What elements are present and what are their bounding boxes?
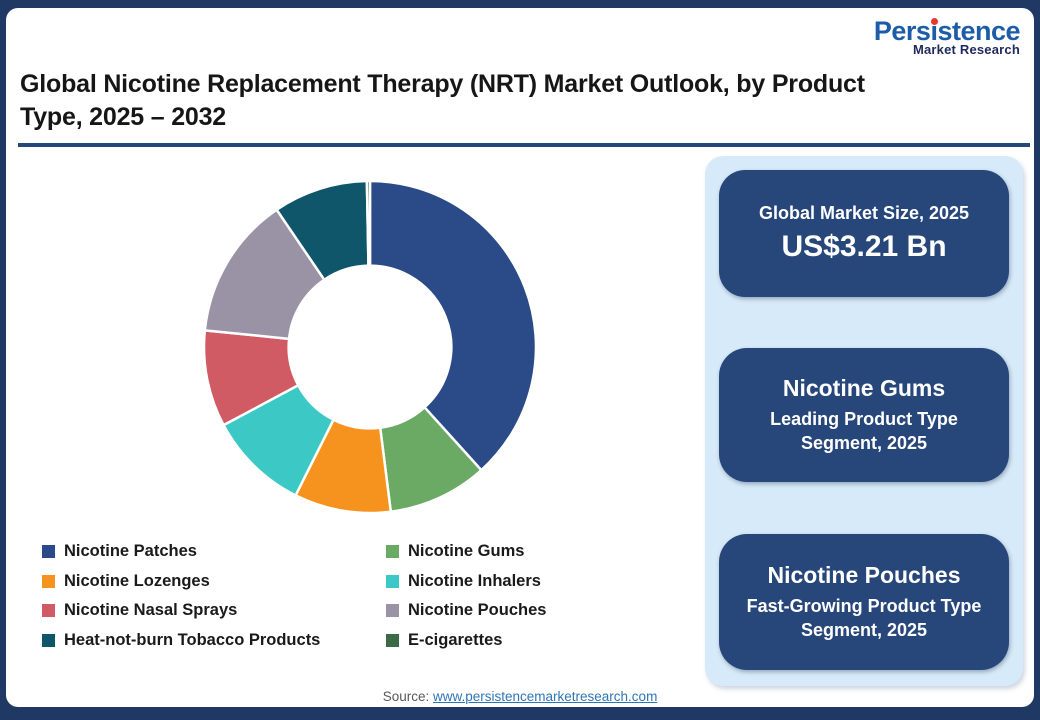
leading-segment-card-subtitle: Leading Product Type Segment, 2025 — [770, 408, 958, 453]
page-title-line2: Type, 2025 – 2032 — [20, 103, 227, 131]
legend-label: Nicotine Pouches — [408, 601, 547, 620]
chart-legend: Nicotine Patches Nicotine Lozenges Nicotin… — [42, 537, 686, 655]
legend-label: Nicotine Lozenges — [64, 571, 210, 590]
legend-swatch-icon — [386, 604, 399, 618]
legend-item-e-cigarettes: E-cigarettes — [386, 631, 686, 650]
legend-swatch-icon — [386, 574, 399, 588]
legend-item-nicotine-nasal-sprays: Nicotine Nasal Sprays — [42, 601, 386, 620]
fast-growing-segment-card: Nicotine Pouches Fast-Growing Product Ty… — [719, 534, 1009, 670]
legend-swatch-icon — [42, 545, 55, 559]
legend-swatch-icon — [386, 545, 399, 559]
market-size-card: Global Market Size, 2025 US$3.21 Bn — [719, 170, 1009, 297]
legend-item-nicotine-lozenges: Nicotine Lozenges — [42, 572, 386, 591]
donut-chart — [202, 179, 538, 515]
highlights-panel: Global Market Size, 2025 US$3.21 Bn Nico… — [705, 156, 1023, 686]
logo-wordmark: Persistence — [873, 16, 1021, 46]
page-title-line1: Global Nicotine Replacement Therapy (NRT… — [20, 70, 865, 98]
logo-tagline: Market Research — [912, 42, 1020, 57]
logo-name-text: Persistence — [873, 16, 1021, 46]
legend-swatch-icon — [42, 633, 55, 647]
source-label: Source: — [382, 689, 430, 704]
legend-swatch-icon — [42, 574, 55, 588]
donut-segment-e-cigarettes — [365, 179, 372, 267]
page-title: Global Nicotine Replacement Therapy (NRT… — [20, 68, 1020, 134]
legend-item-heat-not-burn-tobacco-products: Heat-not-burn Tobacco Products — [42, 631, 386, 650]
source-line: Source: www.persistencemarketresearch.co… — [6, 689, 1034, 704]
brand-logo: Persistence Market Research — [873, 16, 1021, 57]
legend-label: Nicotine Patches — [64, 542, 197, 561]
market-size-card-value: US$3.21 Bn — [781, 230, 947, 263]
legend-label: Nicotine Inhalers — [408, 571, 541, 590]
infographic-canvas: Persistence Market Research Global Nicot… — [6, 8, 1034, 707]
legend-item-nicotine-gums: Nicotine Gums — [386, 542, 686, 561]
legend-label: Heat-not-burn Tobacco Products — [64, 630, 321, 649]
legend-item-nicotine-pouches: Nicotine Pouches — [386, 601, 686, 620]
title-divider — [18, 143, 1030, 147]
legend-swatch-icon — [42, 604, 55, 618]
donut-segment-nicotine-patches — [368, 179, 538, 472]
logo-i-dot-icon — [930, 18, 938, 25]
market-size-card-title: Global Market Size, 2025 — [758, 203, 970, 223]
leading-segment-card: Nicotine Gums Leading Product Type Segme… — [719, 348, 1009, 482]
legend-label: Nicotine Gums — [408, 542, 525, 561]
legend-label: Nicotine Nasal Sprays — [64, 601, 238, 620]
legend-item-nicotine-inhalers: Nicotine Inhalers — [386, 572, 686, 591]
legend-swatch-icon — [386, 633, 399, 647]
fast-growing-segment-card-title: Nicotine Pouches — [767, 561, 961, 588]
source-link[interactable]: www.persistencemarketresearch.com — [432, 689, 658, 704]
legend-item-nicotine-patches: Nicotine Patches — [42, 542, 386, 561]
legend-label: E-cigarettes — [408, 630, 503, 649]
fast-growing-segment-card-subtitle: Fast-Growing Product Type Segment, 2025 — [746, 595, 982, 640]
leading-segment-card-title: Nicotine Gums — [782, 374, 946, 401]
